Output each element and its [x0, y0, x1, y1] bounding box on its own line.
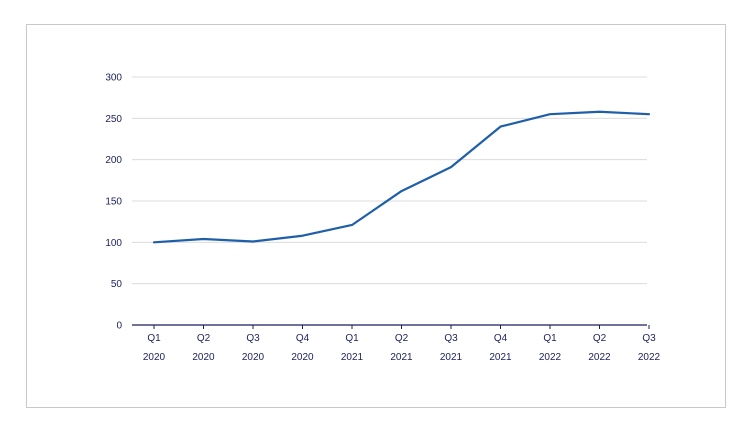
- x-axis-ticks: Q1 2020 Q2 2020 Q3 2020 Q4 2020 Q1 2021 Q2 2021 Q3 20…: [143, 325, 661, 363]
- x-tick-quarter-label: Q3: [246, 333, 260, 344]
- x-tick-year-label: 2021: [341, 352, 364, 363]
- x-tick-quarter-label: Q2: [593, 333, 607, 344]
- x-tick-quarter-label: Q3: [642, 333, 656, 344]
- y-tick-label: 200: [105, 155, 122, 166]
- x-tick-year-label: 2022: [588, 352, 611, 363]
- y-tick-label: 300: [105, 73, 122, 84]
- line-chart: 0 50 100 150 200 250 300 Q1 2020 Q2 2020 Q3 2020 Q4 2…: [105, 73, 661, 364]
- y-tick-label: 250: [105, 114, 122, 125]
- x-tick-year-label: 2020: [192, 352, 215, 363]
- x-tick-quarter-label: Q4: [296, 333, 310, 344]
- chart-frame: 0 50 100 150 200 250 300 Q1 2020 Q2 2020 Q3 2020 Q4 2…: [26, 24, 726, 408]
- x-tick-quarter-label: Q3: [444, 333, 458, 344]
- x-tick-year-label: 2022: [638, 352, 661, 363]
- x-tick-year-label: 2022: [539, 352, 562, 363]
- y-tick-label: 150: [105, 197, 122, 208]
- y-tick-label: 50: [111, 279, 123, 290]
- gridlines: [132, 76, 647, 285]
- series-line: [152, 110, 651, 244]
- y-tick-label: 100: [105, 238, 122, 249]
- x-tick-year-label: 2020: [242, 352, 265, 363]
- x-tick-year-label: 2021: [440, 352, 463, 363]
- y-axis-ticks: 0 50 100 150 200 250 300: [105, 73, 122, 332]
- x-tick-quarter-label: Q1: [147, 333, 161, 344]
- y-tick-label: 0: [116, 321, 122, 332]
- x-tick-quarter-label: Q2: [197, 333, 211, 344]
- x-tick-year-label: 2021: [390, 352, 413, 363]
- x-tick-year-label: 2020: [291, 352, 314, 363]
- x-tick-year-label: 2021: [489, 352, 512, 363]
- x-tick-quarter-label: Q1: [345, 333, 359, 344]
- x-tick-quarter-label: Q2: [395, 333, 409, 344]
- x-tick-quarter-label: Q4: [494, 333, 508, 344]
- x-tick-quarter-label: Q1: [543, 333, 557, 344]
- x-tick-year-label: 2020: [143, 352, 166, 363]
